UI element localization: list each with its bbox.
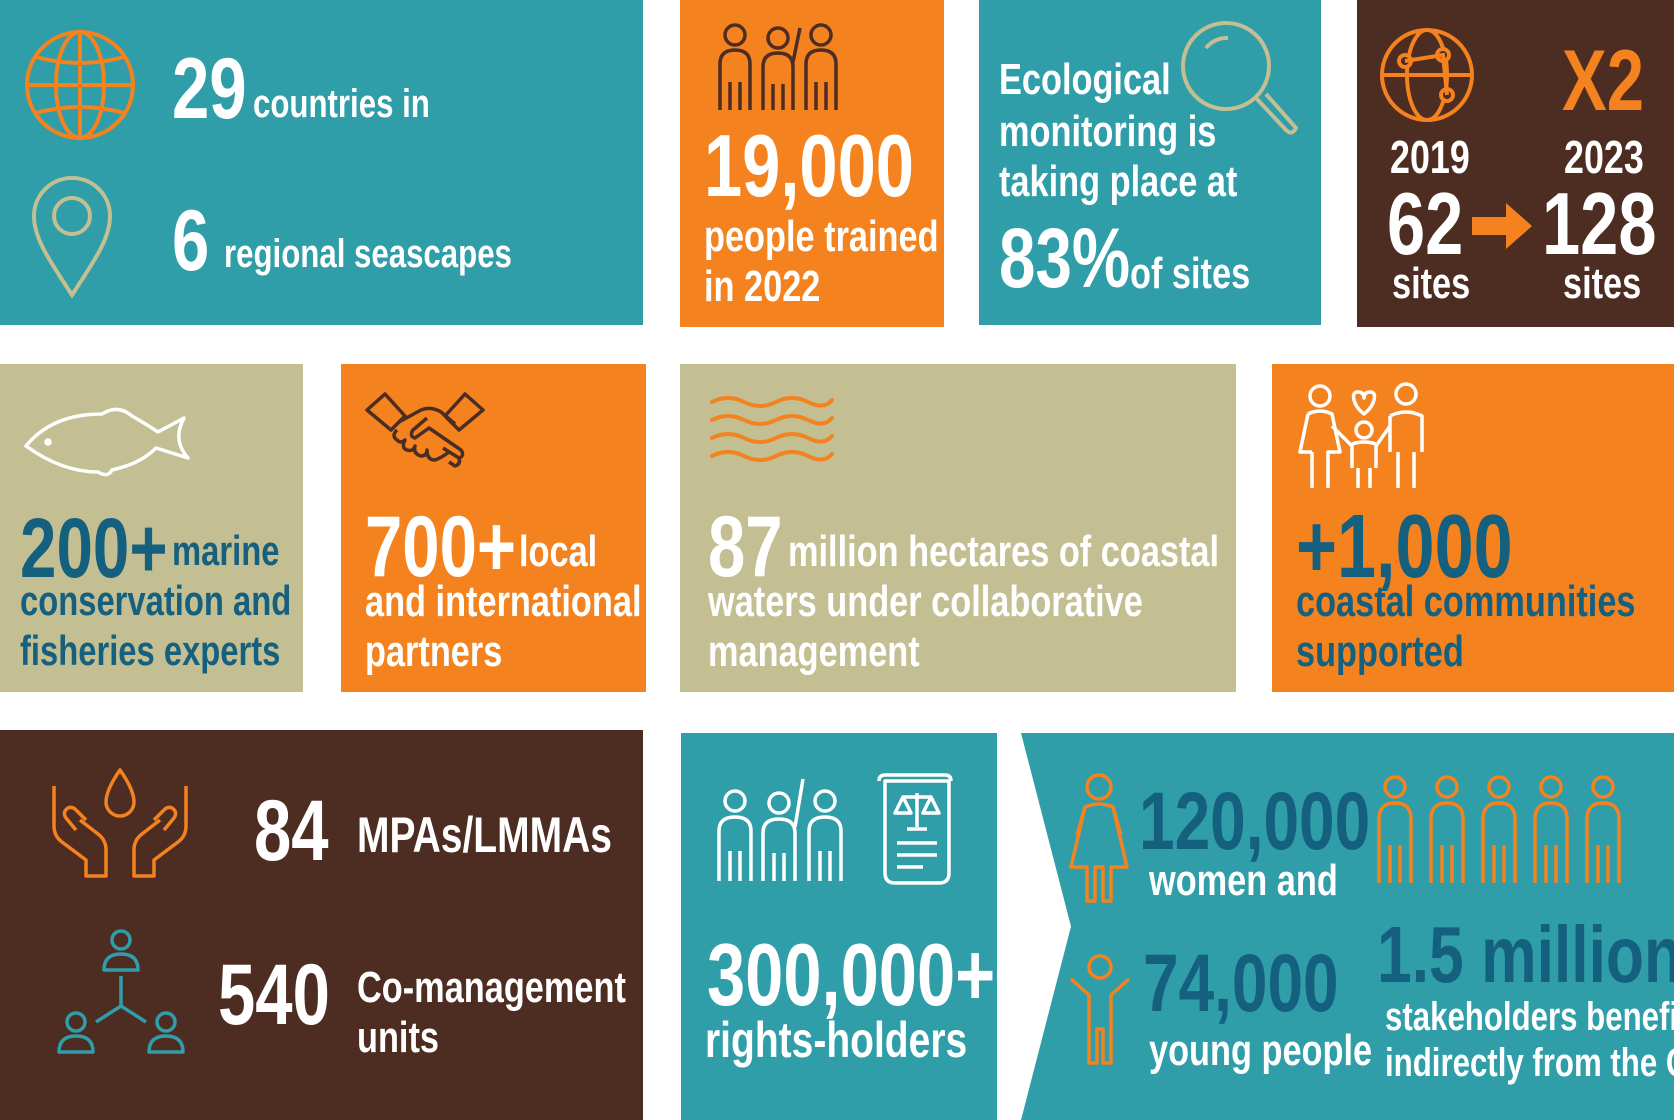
woman-icon	[1069, 771, 1129, 903]
tile-communities: +1,000 coastal communities supported	[1272, 364, 1674, 692]
communities-number: +1,000	[1296, 497, 1513, 597]
tile-countries: 29 countries in 6 regional seascapes	[0, 0, 643, 325]
globe-icon	[22, 27, 138, 143]
family-icon	[1298, 380, 1428, 492]
countries-number: 29	[172, 41, 247, 137]
tile-experts: 200+ marine conservation and fisheries e…	[0, 364, 303, 692]
sites-year-start: 2019	[1390, 131, 1470, 183]
women-number: 120,000	[1139, 776, 1371, 867]
child-icon	[1067, 953, 1133, 1065]
monitoring-percent: 83%	[999, 211, 1131, 305]
network-people-icon	[56, 926, 186, 1058]
tile-monitoring: Ecological monitoring is taking place at…	[979, 0, 1321, 325]
monitoring-suffix: of sites	[1130, 249, 1251, 298]
trained-line1: people trained	[704, 212, 939, 261]
countries-text: countries in	[253, 82, 430, 126]
hands-water-drop-icon	[50, 764, 190, 878]
magnifier-icon	[1178, 18, 1298, 140]
experts-line2: conservation and	[20, 577, 292, 624]
waves-icon	[708, 392, 836, 468]
stakeholders-number: 1.5 million	[1377, 910, 1674, 999]
sites-unit-start: sites	[1392, 259, 1471, 308]
mpas-text: MPAs/LMMAs	[357, 807, 612, 863]
tile-beneficiaries: 120,000 women and 74,000 young people	[1021, 733, 1674, 1120]
sites-multiplier: X2	[1562, 33, 1645, 129]
hectares-line2: waters under collaborative	[708, 577, 1143, 626]
experts-line1: marine	[172, 527, 280, 574]
trained-number: 19,000	[704, 116, 914, 215]
hectares-line1: million hectares of coastal	[788, 527, 1220, 576]
partners-line3: partners	[365, 627, 503, 676]
tile-sites: X2 2019 62 sites 2023 128 sites	[1357, 0, 1674, 327]
sites-value-end: 128	[1542, 174, 1657, 273]
experts-line3: fisheries experts	[20, 627, 281, 674]
experts-number: 200+	[20, 501, 168, 595]
partners-number: 700+	[365, 499, 517, 595]
youth-number: 74,000	[1143, 938, 1339, 1029]
youth-text: young people	[1149, 1026, 1373, 1075]
legal-document-icon	[877, 773, 957, 887]
stakeholders-line2: indirectly from the CCI	[1385, 1041, 1674, 1085]
hectares-number: 87	[708, 499, 783, 595]
network-globe-icon	[1377, 25, 1477, 125]
tile-partners: 700+ local and international partners	[341, 364, 646, 692]
tile-hectares: 87 million hectares of coastal waters un…	[680, 364, 1236, 692]
partners-line1: local	[519, 527, 598, 576]
seascapes-text: regional seascapes	[224, 232, 512, 276]
tile-trained: 19,000 people trained in 2022	[680, 0, 944, 327]
units-number: 540	[218, 947, 330, 1043]
partners-line2: and international	[365, 577, 642, 626]
seascapes-number: 6	[172, 193, 210, 289]
sites-year-end: 2023	[1564, 131, 1644, 183]
handshake-icon	[365, 388, 485, 478]
tile-mpas: 84 MPAs/LMMAs 540 Co-management units	[0, 730, 643, 1120]
units-line1: Co-management	[357, 963, 626, 1012]
people-group-icon	[714, 22, 842, 114]
sites-unit-end: sites	[1563, 259, 1642, 308]
mpas-number: 84	[254, 783, 329, 879]
crowd-icon	[1373, 773, 1645, 887]
monitoring-line1: Ecological	[999, 55, 1171, 104]
location-pin-icon	[30, 173, 114, 299]
hectares-line3: management	[708, 627, 920, 676]
rights-number: 300,000+	[707, 925, 996, 1024]
fish-icon	[22, 402, 192, 480]
communities-line2: supported	[1296, 627, 1464, 676]
women-text: women and	[1149, 856, 1338, 905]
units-line2: units	[357, 1013, 439, 1062]
monitoring-line2: monitoring is	[999, 107, 1217, 156]
sites-value-start: 62	[1387, 174, 1464, 273]
trained-line2: in 2022	[704, 262, 821, 311]
arrow-right-icon	[1472, 203, 1532, 249]
people-group-icon	[713, 773, 847, 885]
stakeholders-line1: stakeholders benefit	[1385, 995, 1674, 1039]
tile-rights: 300,000+ rights-holders	[681, 733, 997, 1120]
monitoring-line3: taking place at	[999, 157, 1238, 206]
rights-text: rights-holders	[705, 1012, 968, 1068]
communities-line1: coastal communities	[1296, 577, 1636, 626]
